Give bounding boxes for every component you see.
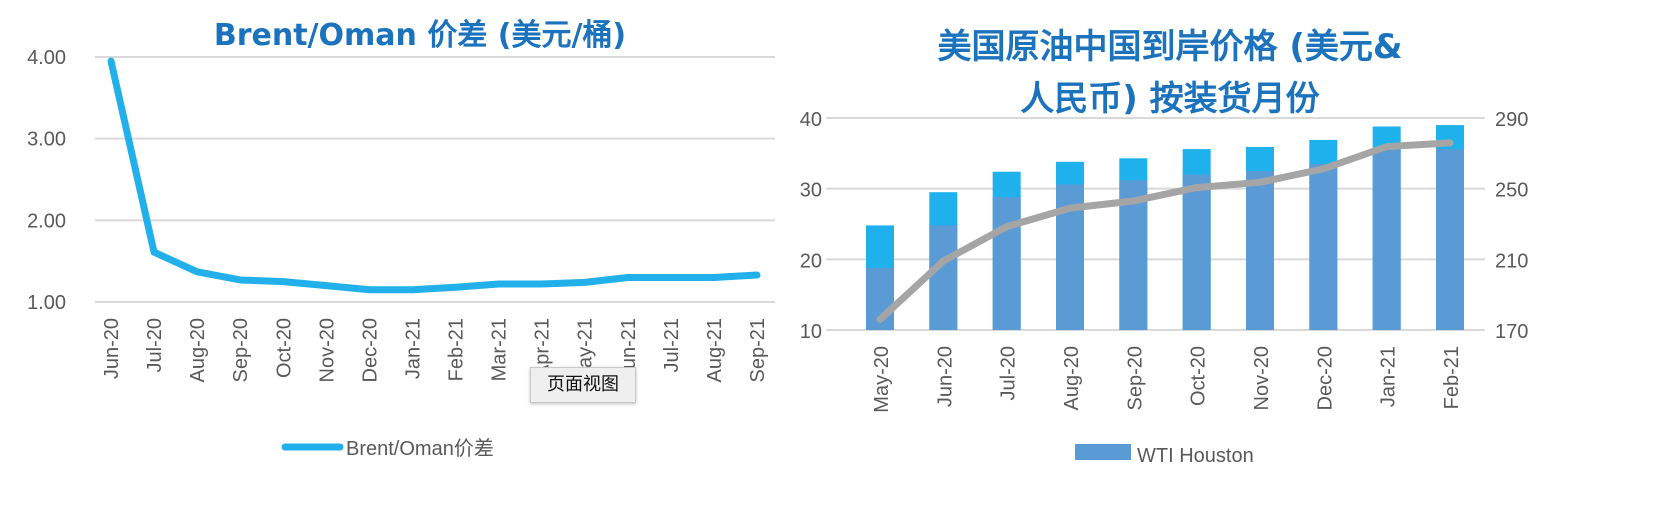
bar-wti-houston (1182, 174, 1211, 330)
x-tick-label: Dec-20 (359, 318, 381, 382)
x-tick-label: Jul-20 (144, 318, 166, 372)
x-tick-label: Jan-21 (402, 318, 424, 379)
x-tick-label: May-20 (871, 346, 893, 413)
bar-wti-houston (1246, 171, 1274, 330)
y-right-tick-label: 170 (1495, 321, 1528, 343)
x-tick-label: Nov-20 (1251, 346, 1273, 410)
page-view-tooltip: 页面视图 (530, 367, 636, 403)
x-tick-label: Jun-20 (101, 318, 123, 379)
x-tick-label: Aug-20 (187, 318, 209, 383)
x-tick-label: Feb-21 (1441, 346, 1463, 409)
x-tick-label: Jun-20 (934, 346, 956, 407)
x-tick-label: Jul-21 (661, 318, 683, 372)
y-tick-label: 1.00 (27, 292, 66, 314)
chart-title: Brent/Oman 价差 (美元/桶) (214, 18, 626, 53)
x-tick-label: Sep-20 (230, 318, 252, 383)
x-tick-label: Jul-20 (998, 346, 1020, 400)
x-tick-label: Oct-20 (273, 318, 295, 378)
y-left-tick-label: 20 (800, 250, 822, 272)
bar-wti-houston (929, 225, 958, 330)
x-tick-label: Mar-21 (489, 318, 511, 381)
chart-title-line-2: 人民币) 按装货月份 (1020, 79, 1319, 119)
x-tick-label: Aug-21 (704, 318, 726, 383)
x-tick-label: Aug-20 (1061, 346, 1083, 411)
y-tick-label: 2.00 (27, 210, 66, 232)
x-tick-label: Jun-21 (618, 318, 640, 379)
legend-label: WTI Houston (1137, 445, 1254, 467)
bar-wti-houston (992, 197, 1021, 330)
x-tick-label: Oct-20 (1188, 346, 1210, 406)
x-tick-label: Jan-21 (1378, 346, 1400, 407)
chart-title-line-1: 美国原油中国到岸价格 (美元& (937, 27, 1402, 67)
y-left-tick-label: 40 (800, 109, 822, 131)
y-right-tick-label: 210 (1495, 250, 1528, 272)
y-left-tick-label: 30 (800, 180, 822, 202)
x-tick-label: Nov-20 (316, 318, 338, 382)
bar-wti-houston (1372, 149, 1401, 330)
x-tick-label: Sep-21 (747, 318, 769, 383)
series-line-brent-oman (107, 57, 761, 294)
x-tick-label: Feb-21 (446, 318, 468, 381)
legend-label: Brent/Oman价差 (346, 437, 494, 460)
legend-swatch-wti-houston (1075, 444, 1131, 460)
series-line-rmb (876, 139, 1454, 323)
y-right-tick-label: 290 (1495, 109, 1528, 131)
y-tick-label: 4.00 (27, 47, 66, 69)
x-tick-label: Apr-21 (532, 318, 554, 378)
y-tick-label: 3.00 (27, 129, 66, 151)
x-tick-label: Sep-20 (1124, 346, 1146, 411)
y-left-tick-label: 10 (800, 321, 822, 343)
bar-wti-houston (1309, 163, 1338, 330)
bar-wti-houston (1436, 149, 1464, 330)
y-right-tick-label: 250 (1495, 180, 1528, 202)
x-tick-label: Dec-20 (1314, 346, 1336, 410)
